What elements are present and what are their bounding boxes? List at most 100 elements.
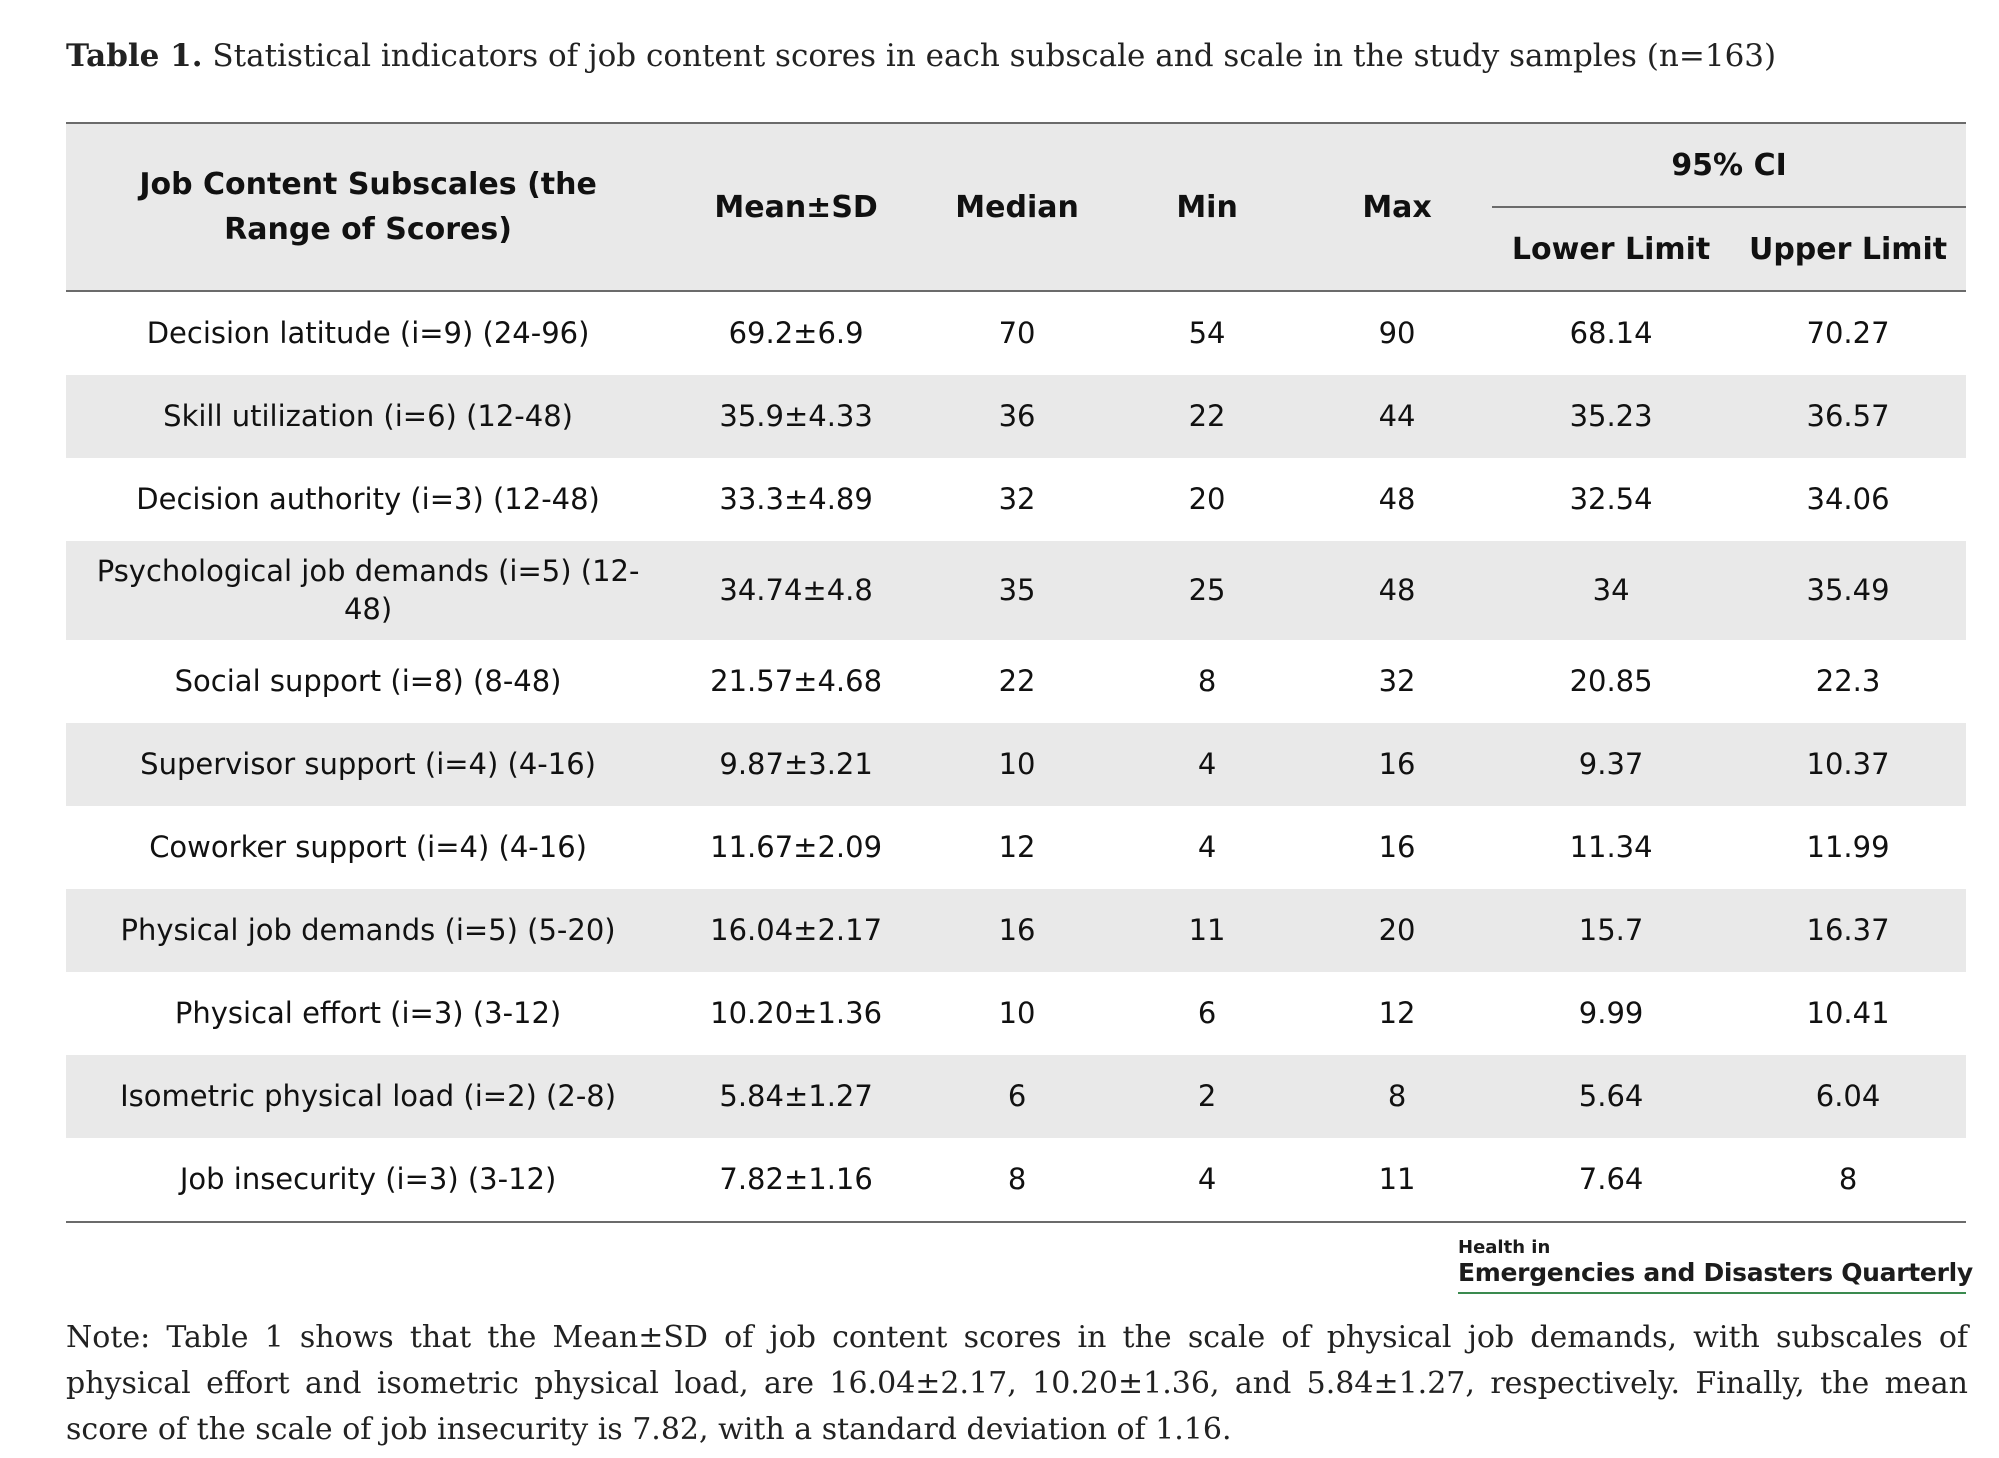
- cell-max: 32: [1378, 663, 1416, 698]
- table-row: Social support (i=8) (8-48) 21.57±4.68 22 8…: [66, 640, 1966, 723]
- cell-mean-sd: 34.74±4.8: [670, 541, 923, 640]
- table-row: Skill utilization (i=6) (12-48) 35.9±4.33…: [66, 375, 1966, 458]
- cell-lower-limit: 15.7: [1492, 889, 1731, 972]
- cell-lower-limit: 32.54: [1569, 481, 1653, 516]
- cell-subscale: Coworker support (i=4) (4-16): [149, 829, 587, 864]
- cell-subscale: Decision latitude (i=9) (24-96): [146, 315, 590, 350]
- cell-mean-sd: 35.9±4.33: [670, 375, 923, 458]
- cell-max: 90: [1378, 315, 1416, 350]
- cell-lower-limit: 20.85: [1569, 663, 1653, 698]
- cell-mean-sd: 5.84±1.27: [670, 1055, 923, 1138]
- cell-subscale: Decision authority (i=3) (12-48): [136, 481, 600, 516]
- cell-subscale: Psychological job demands (i=5) (12-48): [66, 541, 671, 640]
- table-note: Note: Table 1 shows that the Mean±SD of …: [66, 1320, 1968, 1447]
- table-row: Job insecurity (i=3) (3-12) 7.82±1.16 8 4 11…: [66, 1138, 1966, 1222]
- cell-median: 22: [998, 663, 1036, 698]
- cell-lower-limit: 9.99: [1578, 995, 1644, 1030]
- table-row: Decision latitude (i=9) (24-96) 69.2±6.9 7…: [66, 291, 1966, 375]
- table-caption: Table 1. Statistical indicators of job c…: [66, 38, 1966, 74]
- cell-max: 20: [1302, 889, 1493, 972]
- header-mean-sd: Mean±SD: [670, 123, 923, 291]
- cell-mean-sd: 21.57±4.68: [710, 663, 883, 698]
- header-lower-limit: Lower Limit: [1492, 207, 1731, 291]
- cell-upper-limit: 22.3: [1815, 663, 1881, 698]
- cell-max: 48: [1302, 541, 1493, 640]
- header-upper-limit: Upper Limit: [1730, 207, 1966, 291]
- cell-subscale: Isometric physical load (i=2) (2-8): [66, 1055, 671, 1138]
- table-row: Isometric physical load (i=2) (2-8) 5.84±…: [66, 1055, 1966, 1138]
- table-row: Physical job demands (i=5) (5-20) 16.04±2…: [66, 889, 1966, 972]
- table-body: Decision latitude (i=9) (24-96) 69.2±6.9 7…: [66, 291, 1966, 1222]
- cell-mean-sd: 10.20±1.36: [710, 995, 883, 1030]
- cell-max: 44: [1302, 375, 1493, 458]
- cell-upper-limit: 35.49: [1730, 541, 1966, 640]
- cell-mean-sd: 69.2±6.9: [728, 315, 864, 350]
- header-median: Median: [922, 123, 1113, 291]
- cell-upper-limit: 36.57: [1730, 375, 1966, 458]
- cell-subscale: Skill utilization (i=6) (12-48): [66, 375, 671, 458]
- header-row-bottom: Lower Limit Upper Limit: [66, 207, 1966, 291]
- cell-max: 11: [1378, 1161, 1416, 1196]
- cell-lower-limit: 68.14: [1569, 315, 1653, 350]
- table-row: Psychological job demands (i=5) (12-48) 3…: [66, 541, 1966, 640]
- cell-upper-limit: 10.41: [1806, 995, 1890, 1030]
- table-row: Decision authority (i=3) (12-48) 33.3±4.8…: [66, 458, 1966, 541]
- cell-lower-limit: 9.37: [1492, 723, 1731, 806]
- cell-upper-limit: 6.04: [1730, 1055, 1966, 1138]
- cell-median: 36: [922, 375, 1113, 458]
- cell-median: 10: [998, 995, 1036, 1030]
- cell-median: 32: [998, 481, 1036, 516]
- cell-median: 10: [922, 723, 1113, 806]
- cell-max: 48: [1378, 481, 1416, 516]
- cell-upper-limit: 10.37: [1730, 723, 1966, 806]
- cell-min: 6: [1197, 995, 1217, 1030]
- cell-min: 54: [1188, 315, 1226, 350]
- cell-min: 4: [1197, 1161, 1217, 1196]
- cell-subscale: Job insecurity (i=3) (3-12): [179, 1161, 557, 1196]
- cell-min: 8: [1197, 663, 1217, 698]
- cell-median: 6: [922, 1055, 1113, 1138]
- logo-rule: [1458, 1292, 1966, 1294]
- cell-subscale: Physical effort (i=3) (3-12): [174, 995, 562, 1030]
- cell-median: 12: [998, 829, 1036, 864]
- cell-min: 25: [1112, 541, 1303, 640]
- cell-min: 11: [1112, 889, 1303, 972]
- cell-upper-limit: 34.06: [1806, 481, 1890, 516]
- cell-median: 70: [998, 315, 1036, 350]
- cell-min: 22: [1112, 375, 1303, 458]
- cell-lower-limit: 7.64: [1578, 1161, 1644, 1196]
- cell-max: 8: [1302, 1055, 1493, 1138]
- cell-mean-sd: 7.82±1.16: [719, 1161, 873, 1196]
- table-row: Supervisor support (i=4) (4-16) 9.87±3.21…: [66, 723, 1966, 806]
- cell-median: 35: [922, 541, 1113, 640]
- header-row-top: Job Content Subscales (the Range of Scor…: [66, 123, 1966, 291]
- cell-upper-limit: 16.37: [1730, 889, 1966, 972]
- cell-mean-sd: 16.04±2.17: [670, 889, 923, 972]
- cell-upper-limit: 70.27: [1806, 315, 1890, 350]
- cell-lower-limit: 35.23: [1492, 375, 1731, 458]
- logo-line-1: Health in: [1458, 1237, 1551, 1258]
- cell-lower-limit: 34: [1492, 541, 1731, 640]
- journal-logo: Health in Emergencies and Disasters Quar…: [1458, 1237, 1973, 1294]
- cell-max: 12: [1378, 995, 1416, 1030]
- cell-max: 16: [1302, 723, 1493, 806]
- cell-median: 8: [1007, 1161, 1027, 1196]
- cell-min: 2: [1112, 1055, 1303, 1138]
- header-min: Min: [1112, 123, 1303, 291]
- header-subscale: Job Content Subscales (the Range of Scor…: [66, 123, 671, 291]
- cell-upper-limit: 11.99: [1806, 829, 1890, 864]
- job-content-table: Job Content Subscales (the Range of Scor…: [66, 122, 1966, 1223]
- header-max: Max: [1302, 123, 1493, 291]
- table-row: Physical effort (i=3) (3-12) 10.20±1.36 10…: [66, 972, 1966, 1055]
- cell-lower-limit: 5.64: [1492, 1055, 1731, 1138]
- cell-median: 16: [922, 889, 1113, 972]
- cell-subscale: Physical job demands (i=5) (5-20): [66, 889, 671, 972]
- cell-min: 4: [1112, 723, 1303, 806]
- cell-min: 4: [1197, 829, 1217, 864]
- logo-line-2: Emergencies and Disasters Quarterly: [1458, 1258, 1973, 1287]
- cell-mean-sd: 11.67±2.09: [710, 829, 883, 864]
- header-ci: 95% CI: [1492, 123, 1966, 208]
- table-row: Coworker support (i=4) (4-16) 11.67±2.09 1…: [66, 806, 1966, 889]
- cell-mean-sd: 33.3±4.89: [719, 481, 873, 516]
- caption-text: Statistical indicators of job content sc…: [212, 38, 1777, 74]
